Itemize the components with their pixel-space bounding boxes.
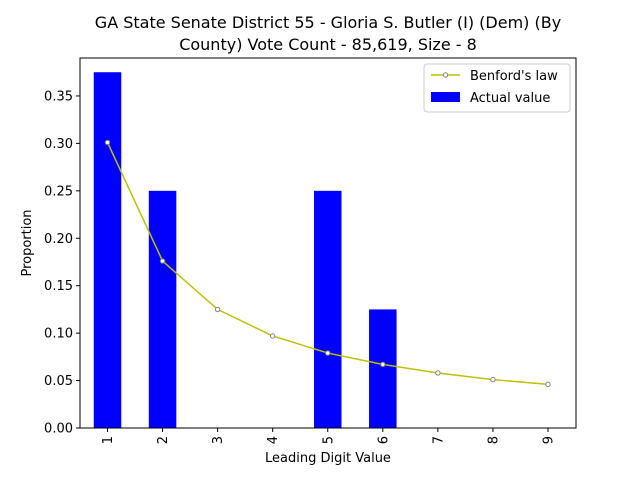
- x-tick-label: 5: [321, 436, 336, 444]
- legend-box: [423, 63, 571, 113]
- bar-digit-2: [148, 190, 177, 428]
- bar-digit-1: [93, 72, 122, 428]
- x-tick-label: 6: [376, 436, 391, 444]
- benford-point-2: [159, 258, 166, 264]
- y-tick-label: 0.10: [44, 327, 73, 342]
- benford-point-9: [545, 381, 551, 388]
- legend-bar-swatch: [431, 92, 460, 102]
- x-tick-label: 3: [211, 436, 226, 444]
- y-tick-label: 0.05: [44, 374, 73, 389]
- legend: Benford's law Actual value: [423, 63, 571, 113]
- y-tick-label: 0.20: [44, 232, 73, 247]
- legend-label-actual: Actual value: [470, 91, 550, 106]
- x-tick-label: 4: [266, 436, 281, 444]
- legend-line-marker: [442, 72, 449, 78]
- benford-point-5: [325, 350, 331, 356]
- y-axis: 0.00 0.05 0.10 0.15 0.20 0.25 0.30 0.35: [44, 89, 80, 437]
- x-tick-label: 7: [431, 436, 446, 444]
- bar-digit-6: [369, 309, 397, 428]
- x-tick-label: 2: [156, 436, 171, 444]
- y-tick-label: 0.15: [44, 279, 73, 294]
- y-tick-label: 0.35: [44, 89, 73, 104]
- x-tick-label: 1: [101, 436, 116, 444]
- plot-frame: [79, 57, 577, 429]
- benford-point-4: [269, 333, 276, 339]
- line-series-group: [104, 139, 551, 388]
- benford-point-1: [104, 139, 111, 146]
- benford-point-3: [214, 306, 221, 313]
- chart-title-line2: County) Vote Count - 85,619, Size - 8: [179, 35, 477, 54]
- bar-series-group: [93, 72, 397, 428]
- x-axis: 1 2 3 4 5 6 7 8 9: [101, 428, 557, 444]
- chart-title-line1: GA State Senate District 55 - Gloria S. …: [95, 13, 561, 32]
- y-tick-label: 0.30: [44, 137, 73, 152]
- benford-point-7: [435, 370, 441, 376]
- benford-point-8: [490, 376, 496, 383]
- y-tick-label: 0.25: [44, 184, 73, 199]
- y-axis-label: Proportion: [20, 209, 35, 276]
- x-axis-label: Leading Digit Value: [265, 451, 391, 466]
- y-tick-label: 0.00: [44, 422, 73, 437]
- legend-label-benford: Benford's law: [470, 69, 558, 84]
- bar-digit-5: [313, 190, 342, 428]
- benford-point-6: [380, 361, 386, 368]
- x-tick-label: 9: [542, 436, 557, 444]
- x-tick-label: 8: [486, 436, 501, 444]
